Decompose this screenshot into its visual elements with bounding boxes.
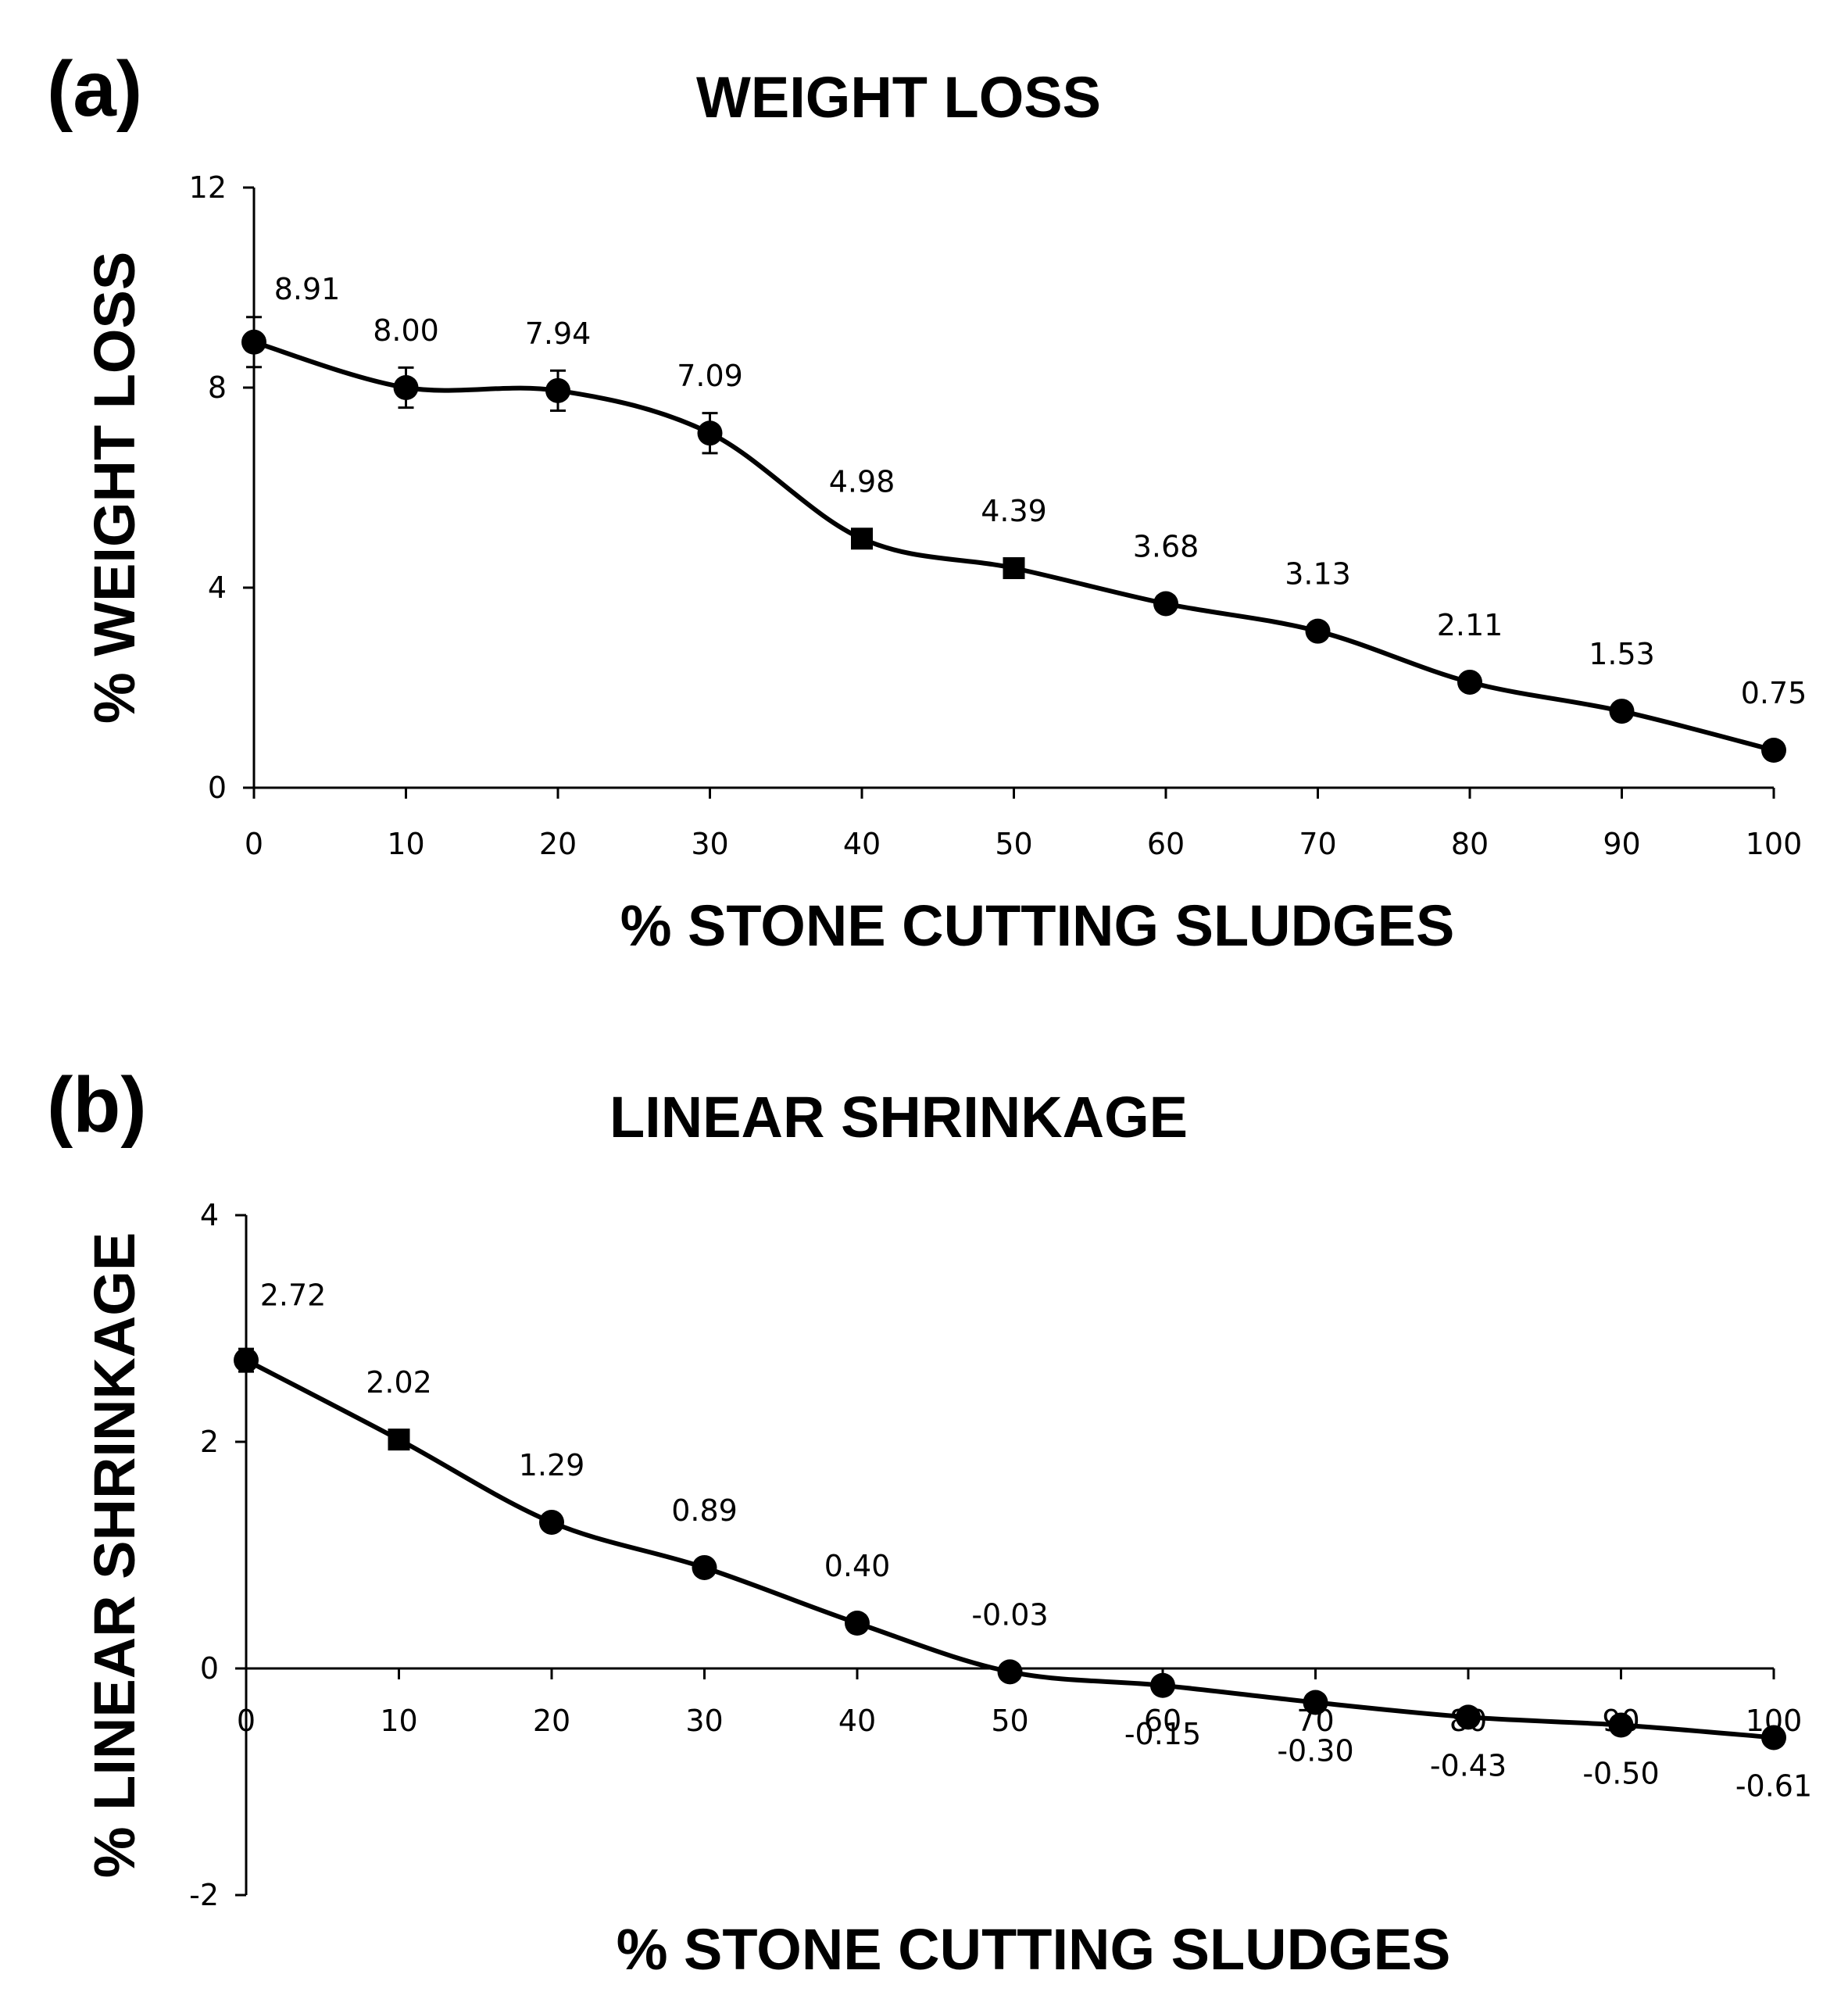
x-tick-label: 20 (533, 1704, 570, 1738)
y-tick-label: 0 (200, 1651, 219, 1686)
data-point (1608, 1712, 1634, 1738)
data-label: 0.89 (671, 1493, 738, 1528)
data-label: 7.09 (677, 359, 743, 393)
data-label: 4.98 (829, 464, 895, 499)
x-axis-title: % STONE CUTTING SLUDGES (620, 893, 1455, 958)
y-tick-label: 2 (200, 1425, 219, 1459)
data-label: -0.03 (971, 1597, 1048, 1632)
data-label: 4.39 (981, 494, 1047, 528)
data-label: 2.72 (260, 1278, 327, 1313)
data-label: 8.00 (373, 313, 439, 348)
series-line (253, 339, 1775, 753)
y-tick-label: -2 (189, 1878, 219, 1912)
y-axis-title: % WEIGHT LOSS (82, 252, 147, 724)
data-label: -0.50 (1582, 1757, 1659, 1791)
x-tick-label: 50 (995, 827, 1032, 861)
data-point (1153, 591, 1178, 617)
data-point (241, 329, 266, 355)
weight-loss-chart: (a) WEIGHT LOSS % STONE CUTTING SLUDGES % W… (47, 45, 1807, 958)
y-tick-label: 4 (208, 570, 227, 605)
x-tick-label: 70 (1299, 827, 1336, 861)
x-tick-label: 0 (245, 827, 263, 861)
data-point (1456, 1704, 1481, 1730)
data-label: 1.53 (1589, 637, 1655, 671)
data-label: 2.02 (366, 1365, 432, 1400)
data-point (845, 1611, 870, 1636)
x-tick-label: 60 (1147, 827, 1185, 861)
data-label: 3.13 (1285, 557, 1351, 592)
chart-title: WEIGHT LOSS (696, 65, 1101, 130)
data-point (997, 1659, 1023, 1685)
panel-label: (b) (47, 1061, 147, 1149)
x-tick-label: 30 (685, 1704, 723, 1738)
x-tick-label: 80 (1451, 827, 1489, 861)
data-label: 8.91 (274, 272, 341, 306)
x-tick-label: 20 (539, 827, 577, 861)
data-label: -0.30 (1277, 1734, 1353, 1768)
data-label: 7.94 (525, 316, 592, 351)
x-tick-label: 10 (387, 827, 424, 861)
data-point (388, 1429, 410, 1451)
data-point (1761, 738, 1786, 763)
data-point (1761, 1725, 1786, 1750)
data-label: -0.61 (1735, 1768, 1812, 1803)
data-label: 2.11 (1437, 608, 1503, 642)
x-tick-label: 60 (1144, 1704, 1181, 1738)
x-tick-label: 100 (1746, 827, 1803, 861)
x-tick-label: 50 (991, 1704, 1028, 1738)
x-tick-label: 90 (1603, 827, 1640, 861)
chart-title: LINEAR SHRINKAGE (609, 1085, 1188, 1150)
data-point (692, 1554, 717, 1580)
data-point (1609, 699, 1635, 724)
data-label: 3.68 (1133, 529, 1199, 563)
data-point (539, 1509, 564, 1535)
y-tick-label: 8 (208, 370, 227, 405)
data-point (545, 377, 570, 403)
data-label: 0.40 (824, 1549, 891, 1583)
data-point (1150, 1672, 1175, 1698)
data-point (1305, 618, 1331, 644)
data-point (1457, 669, 1482, 695)
data-label: 1.29 (519, 1448, 585, 1482)
x-tick-label: 40 (838, 1704, 876, 1738)
y-tick-label: 0 (208, 771, 227, 805)
x-tick-label: 30 (691, 827, 728, 861)
y-axis-title: % LINEAR SHRINKAGE (82, 1232, 147, 1878)
data-label: -0.43 (1430, 1748, 1507, 1783)
x-axis-title: % STONE CUTTING SLUDGES (617, 1917, 1451, 1982)
linear-shrinkage-chart: (b) LINEAR SHRINKAGE % STONE CUTTING SLUDG… (47, 1061, 1812, 1982)
x-tick-label: 40 (843, 827, 881, 861)
data-point (393, 375, 419, 400)
data-point (234, 1347, 259, 1373)
x-tick-label: 0 (237, 1704, 256, 1738)
data-label: -0.15 (1124, 1717, 1201, 1751)
panel-label: (a) (47, 45, 142, 133)
data-point (1303, 1690, 1328, 1715)
y-tick-label: 12 (189, 170, 227, 205)
data-label: 0.75 (1741, 676, 1807, 710)
data-point (1003, 557, 1025, 580)
data-point (851, 527, 873, 550)
x-tick-label: 10 (380, 1704, 417, 1738)
y-tick-label: 4 (200, 1198, 219, 1232)
data-point (697, 420, 723, 446)
